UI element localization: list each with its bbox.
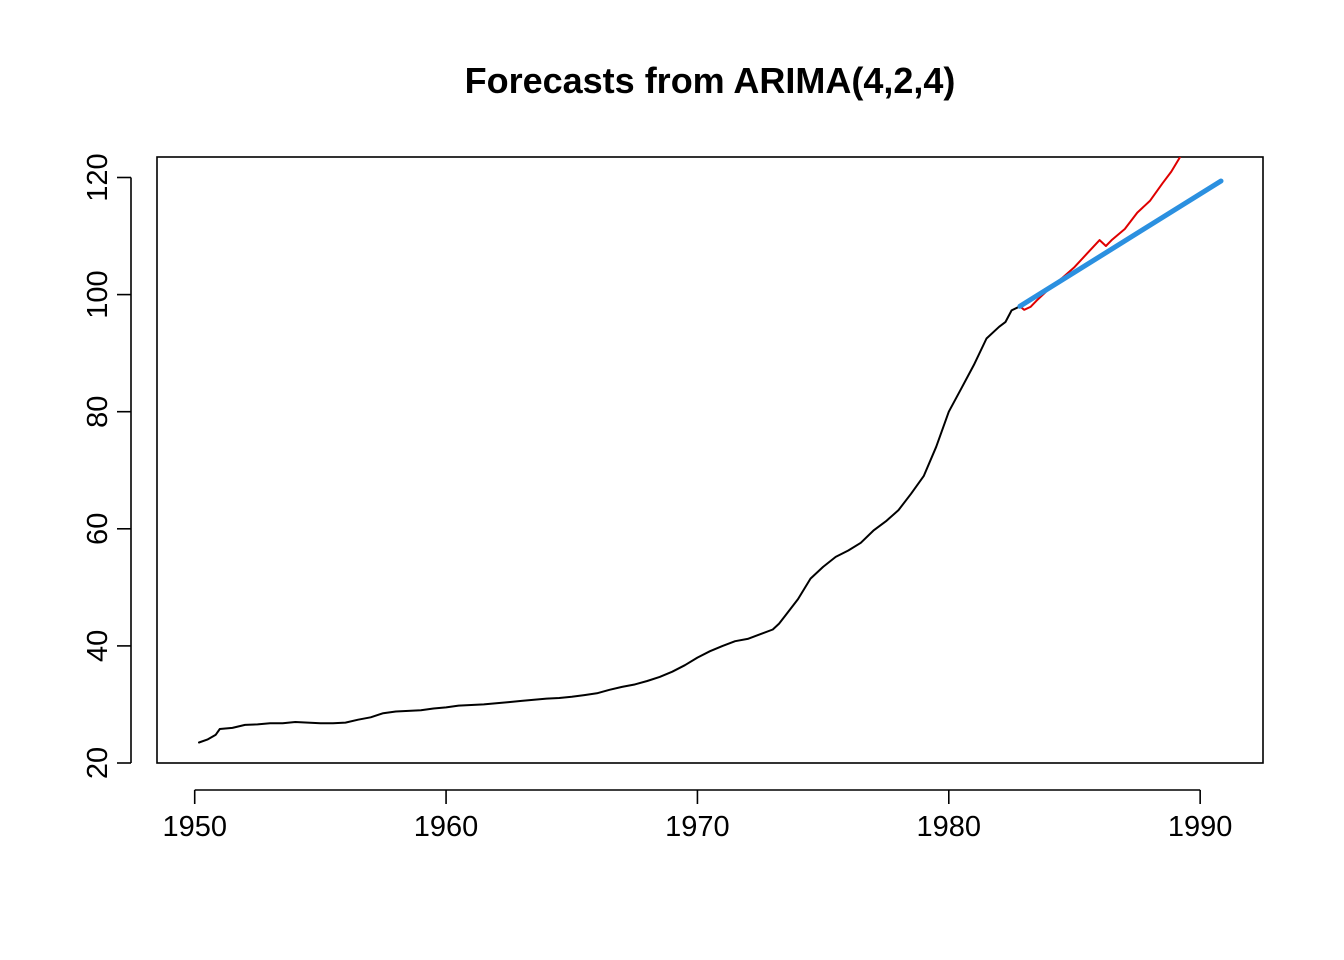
y-tick-label: 100 bbox=[82, 270, 114, 318]
x-axis: 1950 1960 1970 1980 1990 bbox=[162, 789, 1233, 843]
series-layer bbox=[198, 157, 1224, 744]
y-tick-label: 20 bbox=[82, 747, 114, 779]
x-tick-label: 1950 bbox=[162, 811, 227, 843]
plot-frame bbox=[156, 156, 1264, 764]
y-tick-label: 120 bbox=[82, 153, 114, 201]
x-tick-label: 1980 bbox=[917, 811, 982, 843]
y-tick-label: 40 bbox=[82, 630, 114, 662]
series-line-1 bbox=[1018, 157, 1182, 311]
series-line-2 bbox=[1017, 178, 1224, 309]
x-tick-label: 1990 bbox=[1168, 811, 1233, 843]
x-tick-label: 1970 bbox=[665, 811, 730, 843]
y-tick-label: 60 bbox=[82, 513, 114, 545]
x-tick-label: 1960 bbox=[414, 811, 479, 843]
chart-title: Forecasts from ARIMA(4,2,4) bbox=[465, 60, 956, 101]
y-axis: 20 40 60 80 100 120 bbox=[82, 153, 132, 779]
series-line-0 bbox=[198, 305, 1021, 744]
y-tick-label: 80 bbox=[82, 396, 114, 428]
